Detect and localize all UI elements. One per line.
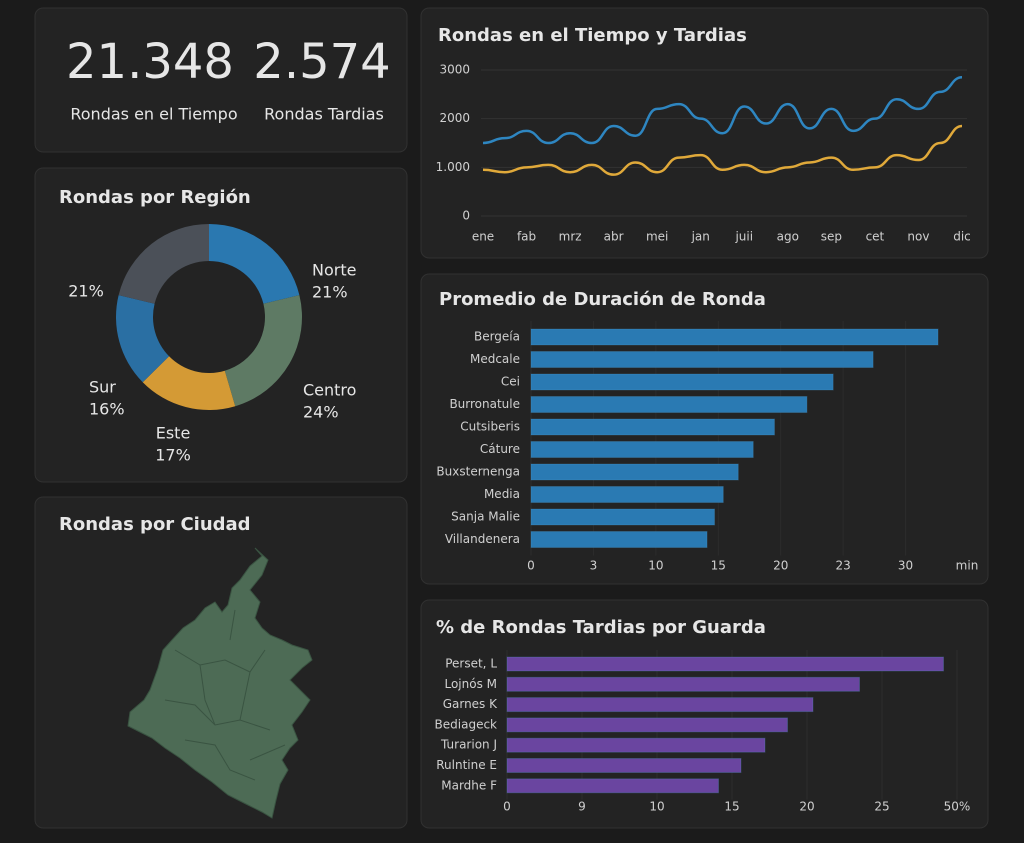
line-series — [482, 124, 963, 176]
x-tick-label: 30 — [898, 559, 913, 573]
y-tick-label: Cutsiberis — [460, 420, 520, 434]
kpi-value: 21.348 — [66, 34, 234, 90]
x-tick-label: 10 — [649, 800, 664, 814]
x-tick-label: 3 — [590, 559, 598, 573]
kpi-label: Rondas en el Tiempo — [70, 105, 237, 124]
x-tick-label: 0 — [527, 559, 535, 573]
x-tick-label: 15 — [724, 800, 739, 814]
bar — [506, 758, 742, 773]
x-tick-label: mei — [646, 230, 668, 244]
bar — [506, 737, 766, 753]
bar — [530, 508, 716, 526]
bar — [530, 328, 939, 346]
bar — [530, 531, 708, 548]
chart-title: Rondas por Región — [59, 187, 251, 208]
x-tick-label: 15 — [711, 559, 726, 573]
donut-slice — [209, 224, 300, 304]
y-tick-label: 2000 — [439, 111, 470, 125]
bar — [506, 717, 788, 733]
x-axis-label: min — [956, 559, 979, 573]
country-shape — [127, 547, 313, 819]
y-tick-label: Cei — [501, 375, 520, 389]
chart-title: Rondas en el Tiempo y Tardias — [438, 25, 747, 46]
y-tick-label: 1.000 — [436, 160, 470, 174]
x-tick-label: sep — [821, 230, 842, 244]
x-tick-label: 20 — [799, 800, 814, 814]
y-tick-label: Burronatule — [449, 397, 520, 411]
y-tick-label: Rulntine E — [436, 758, 497, 772]
donut-slice — [224, 295, 302, 407]
donut-slice — [142, 356, 236, 410]
bar — [530, 351, 874, 368]
kpi-value: 2.574 — [253, 34, 390, 90]
x-tick-label: 10 — [648, 559, 663, 573]
x-tick-label: 20 — [773, 559, 788, 573]
slice-label: Centro — [303, 381, 356, 400]
donut-panel — [34, 167, 408, 483]
y-tick-label: Perset, L — [445, 657, 497, 671]
slice-value: 16% — [89, 400, 125, 419]
x-tick-label: 0 — [503, 800, 511, 814]
bar — [530, 418, 775, 436]
slice-label: Este — [156, 424, 191, 443]
y-tick-label: Mardhe F — [441, 778, 497, 792]
slice-value: 21% — [312, 283, 348, 302]
chart-title: % de Rondas Tardias por Guarda — [436, 617, 766, 638]
y-tick-label: 0 — [462, 209, 470, 223]
y-tick-label: Media — [484, 487, 520, 501]
x-tick-label: cet — [866, 230, 885, 244]
bar — [506, 676, 860, 692]
x-tick-label: juii — [734, 230, 753, 244]
donut-slice — [118, 224, 209, 304]
slice-label: Norte — [312, 261, 356, 280]
bar — [530, 486, 724, 503]
bar — [506, 778, 719, 794]
x-tick-label: nov — [907, 230, 929, 244]
line-series — [482, 76, 963, 145]
x-tick-label: ago — [777, 230, 799, 244]
x-tick-label: ene — [472, 230, 494, 244]
y-tick-label: Bediageck — [435, 717, 498, 731]
bar — [530, 441, 754, 458]
bar — [530, 463, 739, 481]
kpi-label: Rondas Tardias — [264, 105, 384, 124]
chart-title: Promedio de Duración de Ronda — [439, 289, 766, 310]
y-tick-label: Villandenera — [445, 532, 520, 546]
x-tick-label: fab — [517, 230, 536, 244]
map — [127, 547, 313, 819]
bar — [530, 396, 808, 413]
map-title: Rondas por Ciudad — [59, 514, 251, 535]
slice-label: Sur — [89, 378, 116, 397]
y-tick-label: Turarion J — [440, 738, 497, 752]
region-borders — [164, 609, 286, 781]
x-tick-label: mrz — [559, 230, 582, 244]
x-tick-label: 50% — [944, 800, 971, 814]
y-tick-label: Buxsternenga — [436, 465, 520, 479]
slice-value: 21% — [68, 282, 104, 301]
x-tick-label: 23 — [836, 559, 851, 573]
y-tick-label: Garnes K — [443, 697, 498, 711]
y-tick-label: Lojnós M — [444, 677, 497, 691]
donut-slice — [116, 295, 170, 383]
y-tick-label: Medcale — [470, 352, 520, 366]
x-tick-label: 9 — [578, 800, 586, 814]
x-tick-label: jan — [691, 230, 710, 244]
bar — [530, 373, 834, 391]
y-tick-label: Sanja Malie — [451, 510, 520, 524]
x-tick-label: 25 — [874, 800, 889, 814]
y-tick-label: Bergeía — [474, 330, 520, 344]
bar — [506, 656, 944, 672]
bar — [506, 697, 814, 713]
kpi-panel — [34, 7, 408, 153]
x-tick-label: abr — [604, 230, 624, 244]
x-tick-label: dic — [953, 230, 971, 244]
slice-value: 17% — [155, 446, 191, 465]
y-tick-label: Cáture — [480, 442, 520, 456]
y-tick-label: 3000 — [439, 63, 470, 77]
slice-value: 24% — [303, 403, 339, 422]
